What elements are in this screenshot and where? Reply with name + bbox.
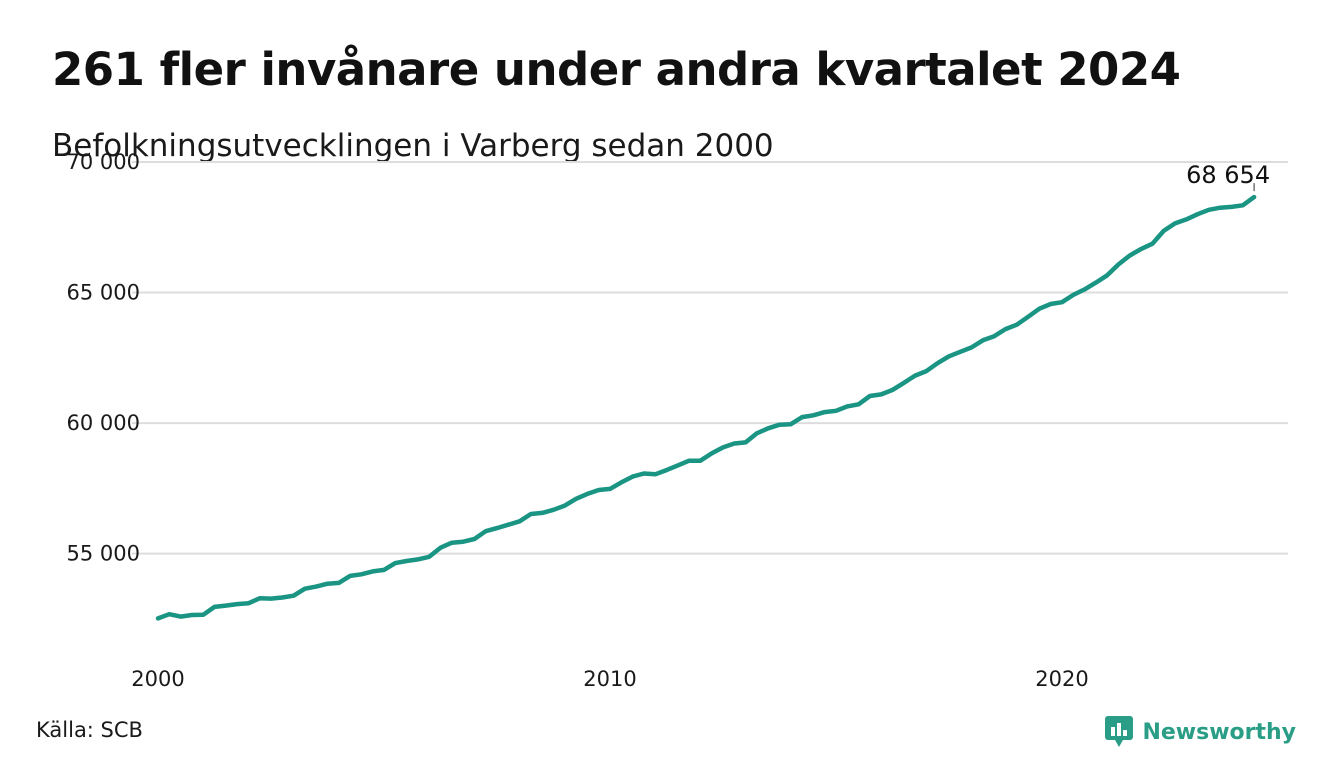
x-tick-label: 2000 <box>131 667 184 691</box>
gridlines <box>132 161 1288 555</box>
y-tick-label: 65 000 <box>67 281 140 305</box>
brand-logo: Newsworthy <box>1104 712 1296 752</box>
series-line <box>155 194 1257 621</box>
brand-name: Newsworthy <box>1142 719 1296 745</box>
chart-title: 261 fler invånare under andra kvartalet … <box>52 43 1181 96</box>
y-axis-ticks: 55 000 60 000 65 000 70 000 <box>67 150 140 566</box>
series-layer <box>155 194 1257 621</box>
chart-subtitle: Befolkningsutvecklingen i Varberg sedan … <box>52 128 774 164</box>
x-tick-label: 2020 <box>1035 667 1088 691</box>
value-label-layer: 68 654 <box>1186 161 1270 192</box>
last-value-label: 68 654 <box>1186 161 1270 189</box>
y-tick-label: 55 000 <box>67 542 140 566</box>
newsworthy-logo-icon <box>1105 716 1134 747</box>
x-axis-ticks: 2000 2010 2020 <box>131 667 1088 691</box>
y-tick-label: 70 000 <box>67 150 140 174</box>
line-chart: 55 000 60 000 65 000 70 000 2000 2010 2020 68… <box>67 150 1288 691</box>
source-note: Källa: SCB <box>36 718 143 742</box>
y-tick-label: 60 000 <box>67 411 140 435</box>
x-tick-label: 2010 <box>583 667 636 691</box>
